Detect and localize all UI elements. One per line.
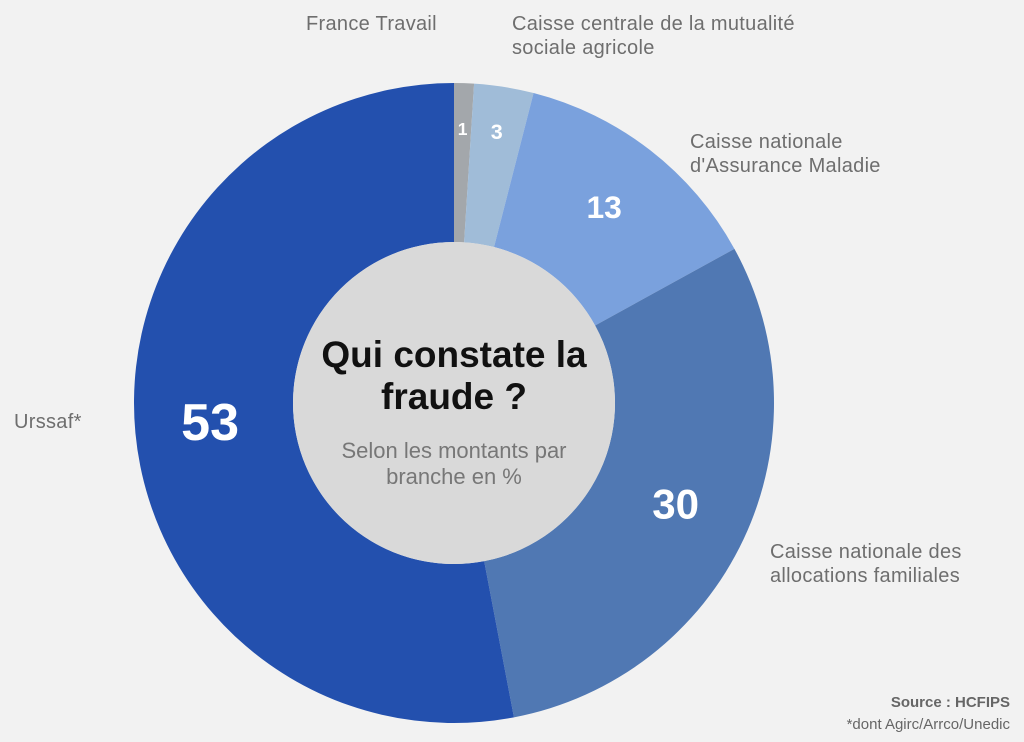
category-label: Urssaf* (14, 411, 82, 433)
value-label: 53 (181, 394, 239, 452)
category-label: Caisse centrale de la mutualité sociale … (512, 13, 795, 59)
donut-segment (464, 83, 534, 248)
donut-segment (494, 93, 735, 326)
value-label: 1 (458, 119, 468, 139)
donut-segment (134, 83, 514, 723)
category-label: France Travail (306, 13, 437, 35)
category-label: Caisse nationale d'Assurance Maladie (690, 131, 881, 177)
category-label: Caisse nationale des allocations familia… (770, 541, 962, 587)
chart-subtitle: Selon les montants par branche en % (341, 438, 567, 489)
footnote: *dont Agirc/Arrco/Unedic (846, 716, 1010, 733)
donut-segment (454, 83, 475, 243)
chart-title: Qui constate la fraude ? (321, 334, 587, 417)
value-label: 3 (491, 120, 503, 144)
donut-segment (484, 248, 774, 718)
source: Source : HCFIPS (890, 694, 1010, 711)
value-label: 30 (652, 480, 699, 527)
donut-center (293, 242, 615, 564)
value-label: 13 (586, 189, 621, 225)
